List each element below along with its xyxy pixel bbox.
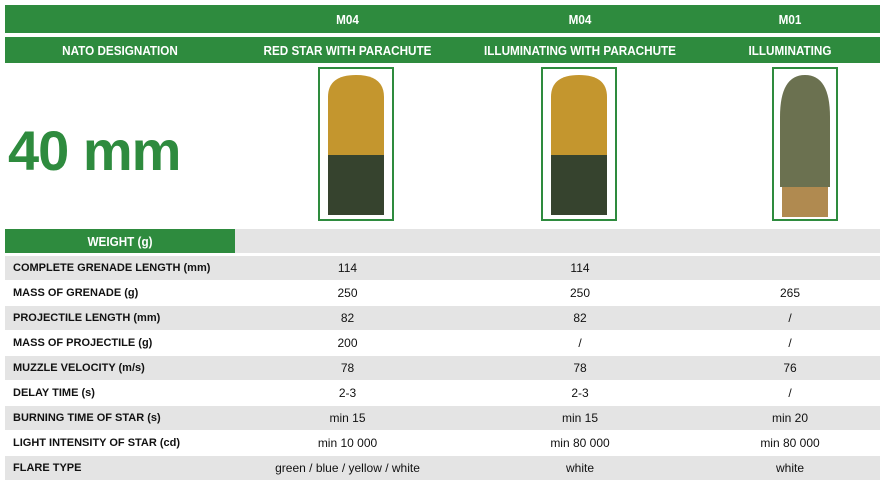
- cell: min 20: [700, 406, 880, 430]
- cell: 265: [700, 281, 880, 305]
- designation: ILLUMINATING WITH PARACHUTE: [472, 37, 688, 63]
- designation: RED STAR WITH PARACHUTE: [246, 37, 449, 63]
- designation: ILLUMINATING: [709, 37, 871, 63]
- cell: 114: [460, 256, 700, 280]
- cell: white: [700, 456, 880, 480]
- cell: 82: [235, 306, 460, 330]
- row-label: FLARE TYPE: [5, 456, 235, 480]
- cell: 2-3: [235, 381, 460, 405]
- row-label: MASS OF GRENADE (g): [5, 281, 235, 305]
- cell: 250: [235, 281, 460, 305]
- cell: 78: [235, 356, 460, 380]
- cell: /: [700, 331, 880, 355]
- row-label: BURNING TIME OF STAR (s): [5, 406, 235, 430]
- row-label: DELAY TIME (s): [5, 381, 235, 405]
- row-label: MUZZLE VELOCITY (m/s): [5, 356, 235, 380]
- cell: 2-3: [460, 381, 700, 405]
- cell: 76: [700, 356, 880, 380]
- cell: min 80 000: [460, 431, 700, 455]
- cell: 200: [235, 331, 460, 355]
- cell: 250: [460, 281, 700, 305]
- row-label: LIGHT INTENSITY OF STAR (cd): [5, 431, 235, 455]
- cell: 114: [235, 256, 460, 280]
- row-label: COMPLETE GRENADE LENGTH (mm): [5, 256, 235, 280]
- cell: /: [460, 331, 700, 355]
- cell: min 80 000: [700, 431, 880, 455]
- model: M04: [472, 5, 688, 33]
- cell: min 15: [460, 406, 700, 430]
- cell: /: [700, 381, 880, 405]
- grenade-image: [772, 67, 838, 221]
- cell: green / blue / yellow / white: [235, 456, 460, 480]
- section-label: WEIGHT (g): [17, 229, 224, 253]
- cell: min 15: [235, 406, 460, 430]
- row-label: PROJECTILE LENGTH (mm): [5, 306, 235, 330]
- row-label: MASS OF PROJECTILE (g): [5, 331, 235, 355]
- spec-sheet: 40 mm WEIGHT (g) M04 M04 M01 NATO DESIGNATI…: [0, 0, 883, 481]
- grenade-image: [541, 67, 617, 221]
- section-fill: [235, 229, 880, 253]
- grenade-image: [318, 67, 394, 221]
- cell: 82: [460, 306, 700, 330]
- cell: /: [700, 306, 880, 330]
- model: M04: [246, 5, 449, 33]
- cell: white: [460, 456, 700, 480]
- caliber: 40 mm: [8, 118, 180, 183]
- cell: 78: [460, 356, 700, 380]
- model: M01: [709, 5, 871, 33]
- cell: min 10 000: [235, 431, 460, 455]
- designation-label: NATO DESIGNATION: [17, 37, 224, 63]
